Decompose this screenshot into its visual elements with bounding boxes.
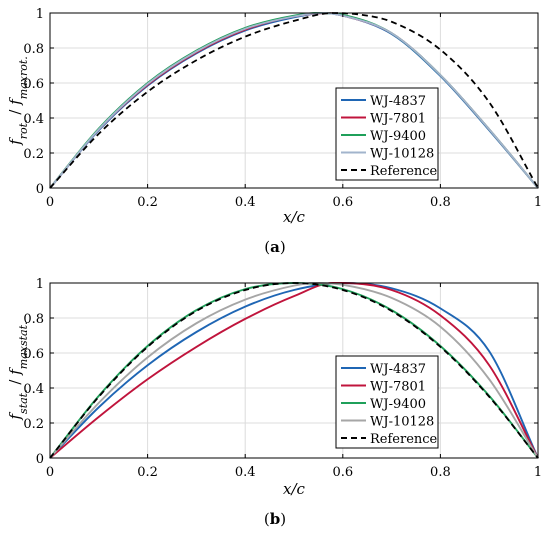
y-axis-label: frot. / fmaxrot.: [6, 56, 30, 146]
legend-label: WJ-10128: [370, 147, 434, 162]
x-tick-label: 0.4: [235, 195, 256, 210]
series-lines: [49, 282, 539, 459]
y-tick-label: 0.2: [23, 147, 44, 162]
x-tick-label: 0.2: [137, 195, 158, 210]
legend-label: WJ-4837: [370, 94, 426, 109]
x-tick-label: 0.2: [137, 465, 158, 480]
x-tick-label: 0: [46, 195, 54, 210]
x-tick-label: 0.6: [332, 195, 353, 210]
legend-label: WJ-4837: [370, 362, 426, 377]
legend: WJ-4837 WJ-7801 WJ-9400 WJ-10128 Reference: [335, 355, 439, 449]
series-line-reference: [49, 12, 539, 189]
panel-caption: (b): [264, 510, 286, 528]
series-lines: [49, 12, 539, 189]
x-tick-label: 0.8: [430, 465, 451, 480]
svg-text:frot. / fmaxrot.: frot. / fmaxrot.: [6, 56, 30, 146]
series-line-wj-10128: [49, 12, 539, 189]
x-tick-label: 1: [534, 465, 542, 480]
panel-b-chart: 0 0.2 0.4 0.6 0.8 1 0 0.2 0.4 0.6 0.8 1 x/c fstat. / …: [6, 277, 542, 528]
y-tick-label: 0.4: [23, 382, 44, 397]
svg-text:fstat. / fmaxstat.: fstat. / fmaxstat.: [6, 322, 30, 421]
x-tick-label: 0.6: [332, 465, 353, 480]
axes-frame: [49, 282, 539, 459]
legend-label: WJ-7801: [370, 112, 426, 127]
x-tick-label: 0: [46, 465, 54, 480]
x-tick-label: 1: [534, 195, 542, 210]
axes-frame: [49, 12, 539, 189]
series-line-wj-4837: [49, 282, 539, 459]
ticks: 0 0.2 0.4 0.6 0.8 1 0 0.2 0.4 0.6 0.8 1: [23, 7, 542, 210]
legend-box: [335, 87, 439, 181]
y-tick-label: 0.6: [23, 347, 44, 362]
x-tick-label: 0.4: [235, 465, 256, 480]
legend-label: WJ-9400: [370, 129, 426, 144]
y-tick-label: 0.4: [23, 112, 44, 127]
y-tick-label: 0.8: [23, 312, 44, 327]
y-tick-label: 0: [36, 182, 44, 197]
legend: WJ-4837 WJ-7801 WJ-9400 WJ-10128 Reference: [335, 87, 439, 181]
panel-caption: (a): [264, 238, 285, 256]
x-axis-label: x/c: [283, 208, 306, 226]
legend-label: WJ-10128: [370, 415, 434, 430]
ticks: 0 0.2 0.4 0.6 0.8 1 0 0.2 0.4 0.6 0.8 1: [23, 277, 542, 480]
legend-label: WJ-9400: [370, 397, 426, 412]
panel-a-chart: 0 0.2 0.4 0.6 0.8 1 0 0.2 0.4 0.6 0.8 1 x/c frot. / f…: [6, 7, 542, 256]
y-tick-label: 0.2: [23, 417, 44, 432]
legend-label: WJ-7801: [370, 380, 426, 395]
y-tick-label: 0.8: [23, 42, 44, 57]
legend-box: [335, 355, 439, 449]
y-tick-label: 0: [36, 452, 44, 467]
y-axis-label: fstat. / fmaxstat.: [6, 322, 30, 421]
x-axis-label: x/c: [283, 480, 306, 498]
y-tick-label: 1: [36, 277, 44, 292]
legend-label: Reference: [370, 164, 438, 179]
x-tick-label: 0.8: [430, 195, 451, 210]
y-tick-label: 1: [36, 7, 44, 22]
legend-label: Reference: [370, 432, 438, 447]
y-tick-label: 0.6: [23, 77, 44, 92]
